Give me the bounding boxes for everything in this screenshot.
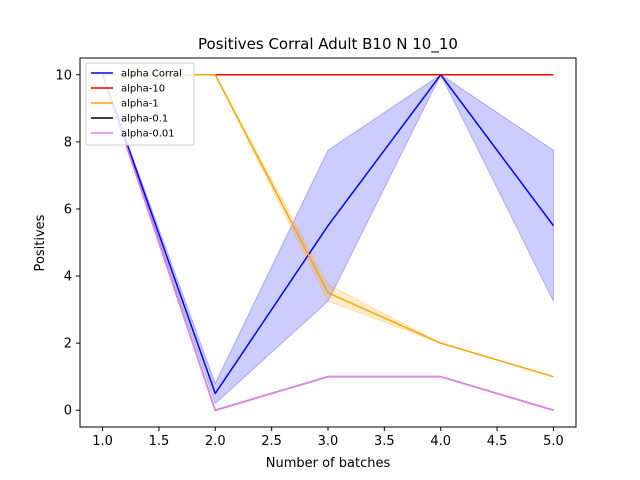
legend-label-alpha-0-1: alpha-0.1: [121, 114, 168, 125]
y-axis-label: Positives: [33, 214, 48, 271]
x-tick-label: 1.5: [149, 434, 170, 449]
legend-label-alpha-0-01: alpha-0.01: [121, 129, 175, 140]
legend: alpha Corral alpha-10 alpha-1 alpha-0.1 alph…: [85, 62, 195, 146]
series-line-alpha-0-01: [101, 74, 554, 411]
legend-label-alpha-1: alpha-1: [121, 99, 159, 110]
x-axis-ticks: 1.0 1.5 2.0 2.5 3.0 3.5 4.0 4.5 5.0: [92, 427, 564, 449]
y-axis-ticks: 0 2 4 6 8 10: [55, 68, 80, 419]
chart-title: Positives Corral Adult B10 N 10_10: [198, 35, 458, 54]
y-tick-label: 0: [64, 404, 72, 419]
x-axis-label: Number of batches: [266, 456, 391, 471]
y-tick-label: 8: [64, 135, 72, 150]
y-tick-label: 2: [64, 337, 72, 352]
series-line-alpha-corral: [101, 74, 555, 395]
x-tick-label: 5.0: [543, 434, 564, 449]
y-tick-label: 4: [64, 270, 72, 285]
x-tick-label: 4.5: [487, 434, 508, 449]
y-tick-label: 6: [64, 202, 72, 217]
x-tick-label: 4.0: [430, 434, 451, 449]
x-tick-label: 3.0: [318, 434, 339, 449]
x-tick-label: 1.0: [92, 434, 113, 449]
x-tick-label: 3.5: [374, 434, 395, 449]
x-tick-label: 2.0: [205, 434, 226, 449]
y-tick-label: 10: [55, 68, 72, 83]
x-tick-label: 2.5: [261, 434, 282, 449]
legend-label-alpha-10: alpha-10: [121, 84, 165, 95]
legend-box: [85, 62, 195, 146]
legend-label-alpha-corral: alpha Corral: [121, 69, 182, 80]
